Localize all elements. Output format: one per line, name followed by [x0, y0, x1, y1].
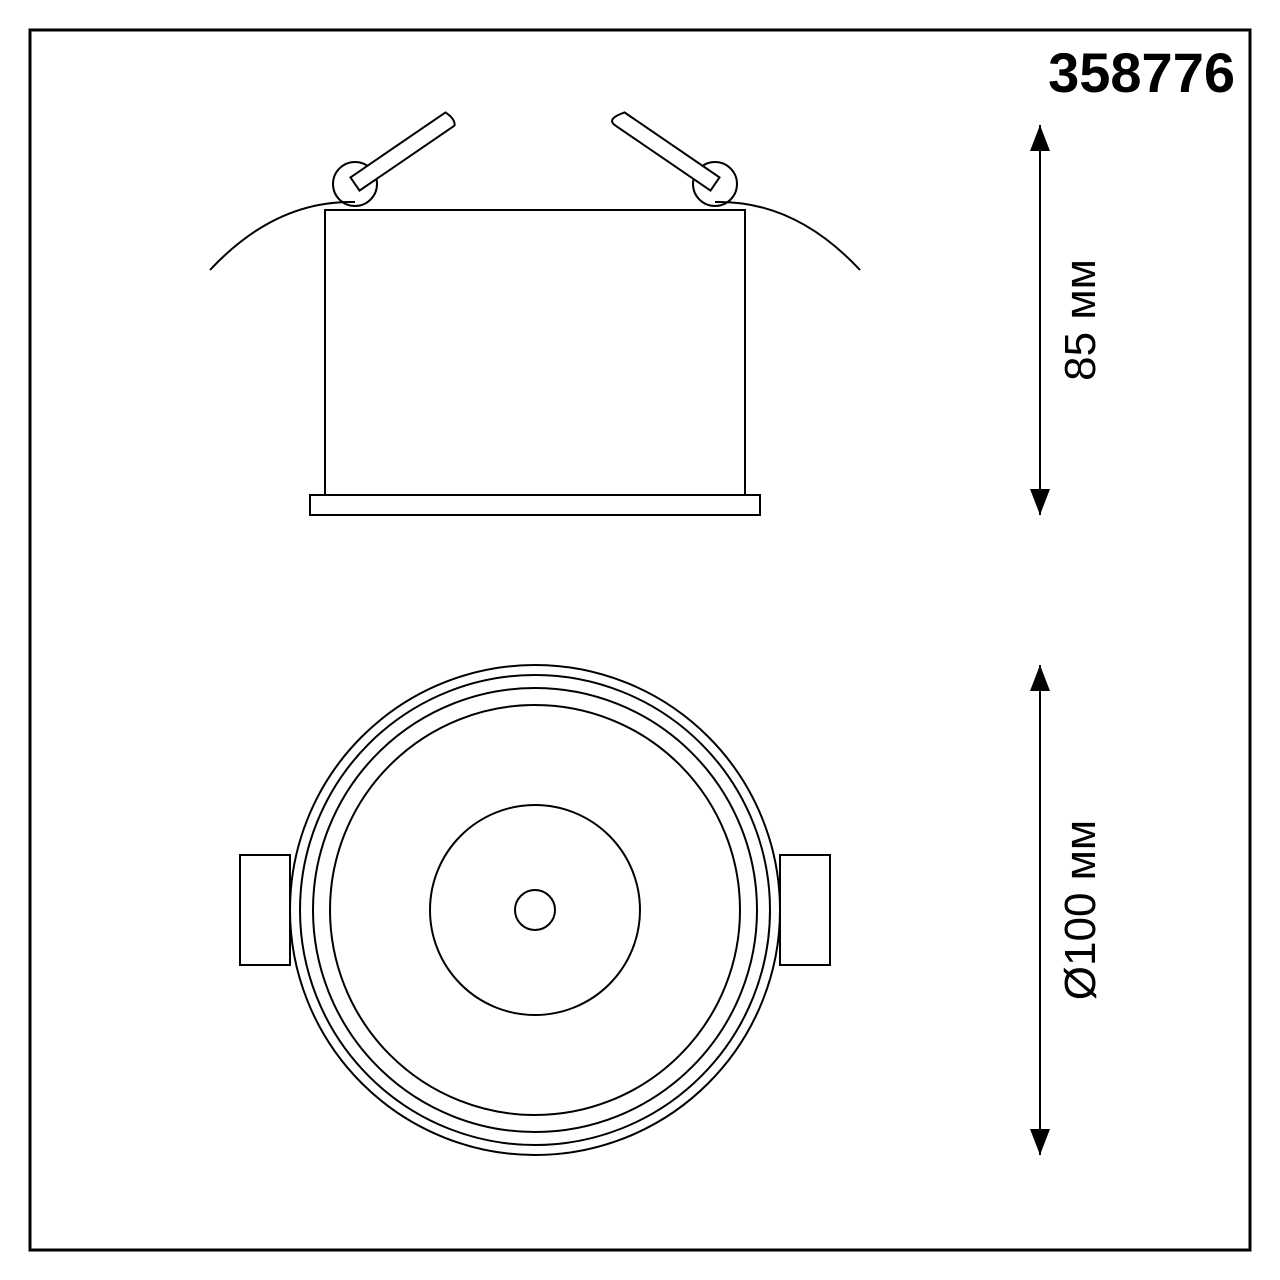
diameter-dim-arrow-bottom [1030, 1129, 1050, 1155]
clip-lever-right [612, 112, 719, 190]
side-body [325, 210, 745, 515]
clip-lever-left [350, 112, 454, 190]
part-number: 358776 [1048, 41, 1235, 104]
bottom-tab-right [780, 855, 830, 965]
diameter-dim-label: Ø100 мм [1056, 820, 1105, 1000]
height-dim-label: 85 мм [1056, 259, 1105, 381]
side-ledge [310, 495, 760, 515]
technical-drawing: 358776 85 мм Ø100 мм [0, 0, 1280, 1280]
bottom-ring-0 [290, 665, 780, 1155]
bottom-tab-left [240, 855, 290, 965]
diameter-dim-arrow-top [1030, 665, 1050, 691]
height-dim-arrow-bottom [1030, 489, 1050, 515]
height-dim-arrow-top [1030, 125, 1050, 151]
